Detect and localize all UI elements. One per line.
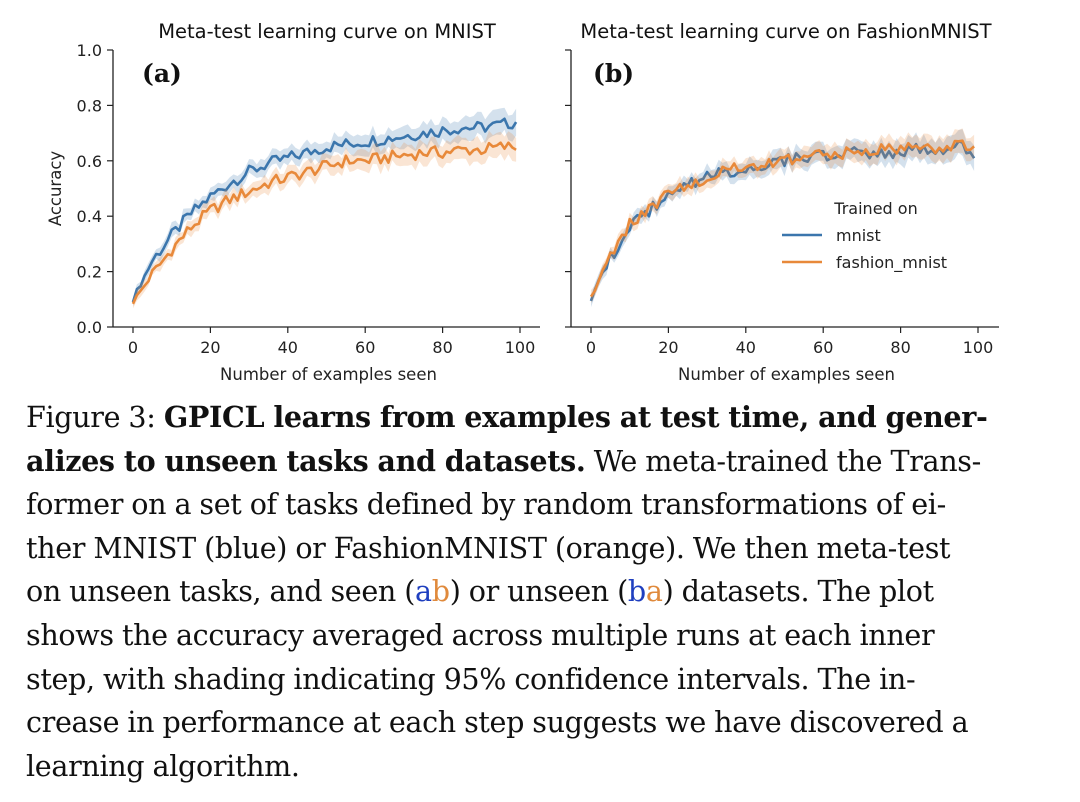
x-tick-label: 60	[813, 338, 833, 357]
caption-line: former on a set of tasks defined by rand…	[26, 483, 1056, 527]
series-line-fashion_mnist	[131, 141, 517, 305]
chart-title: Meta-test learning curve on FashionMNIST	[580, 20, 991, 43]
legend: Trained on mnist fashion_mnist	[782, 199, 947, 273]
caption-text: ) or unseen (	[449, 574, 629, 609]
x-tick-label: 0	[586, 338, 596, 357]
panel-letter-a: (a)	[142, 59, 182, 88]
caption-text: Figure 3:	[26, 400, 164, 434]
x-tick-label: 60	[355, 338, 375, 357]
caption-text: We meta-trained the Trans-	[585, 443, 982, 478]
caption-bold-text: alizes to unseen tasks and datasets.	[26, 443, 586, 478]
x-tick-label: 80	[432, 338, 452, 357]
legend-label-fashion_mnist: fashion_mnist	[836, 253, 947, 273]
caption-text: ) datasets. The plot	[662, 574, 935, 609]
series-line-mnist	[131, 117, 518, 303]
caption-orange-letter: b	[431, 574, 450, 609]
y-tick-label: 1.0	[77, 41, 102, 60]
caption-line: Figure 3: GPICL learns from examples at …	[26, 396, 1056, 440]
caption-line: learning algorithm.	[26, 745, 1056, 789]
y-tick-label: 0.0	[77, 318, 102, 337]
caption-text: learning algorithm.	[26, 748, 300, 783]
y-axis-label: Accuracy	[46, 151, 65, 227]
x-axis-label: Number of examples seen	[678, 365, 895, 384]
x-tick-label: 20	[658, 338, 678, 357]
x-tick-label: 100	[963, 338, 994, 357]
caption-blue-letter: a	[415, 574, 432, 609]
caption-line: alizes to unseen tasks and datasets. We …	[26, 440, 1056, 484]
caption-line: step, with shading indicating 95% confid…	[26, 658, 1056, 702]
caption-text: shows the accuracy averaged across multi…	[26, 617, 935, 652]
caption-bold-text: GPICL learns from examples at test time,…	[163, 400, 988, 434]
x-tick-label: 80	[890, 338, 910, 357]
x-tick-label: 0	[128, 338, 138, 357]
series-line-fashion_mnist	[589, 139, 975, 298]
confidence-band-mnist	[133, 107, 517, 307]
figure-3-charts: Meta-test learning curve on MNIST 0.0 0.2 0…	[46, 20, 999, 384]
legend-label-mnist: mnist	[836, 226, 881, 245]
figure-caption: Figure 3: GPICL learns from examples at …	[26, 396, 1056, 788]
caption-text: ther MNIST (blue) or FashionMNIST (orang…	[26, 530, 951, 565]
y-tick-label: 0.6	[77, 152, 102, 171]
x-tick-label: 40	[278, 338, 298, 357]
x-tick-label: 40	[736, 338, 756, 357]
caption-line: ther MNIST (blue) or FashionMNIST (orang…	[26, 527, 1056, 571]
x-tick-label: 100	[505, 338, 536, 357]
caption-line: crease in performance at each step sugge…	[26, 701, 1056, 745]
caption-line: shows the accuracy averaged across multi…	[26, 614, 1056, 658]
caption-text: step, with shading indicating 95% confid…	[26, 661, 916, 696]
chart-panel-a: Meta-test learning curve on MNIST 0.0 0.2 0…	[46, 20, 540, 384]
legend-title: Trained on	[833, 199, 917, 218]
chart-panel-b: Meta-test learning curve on FashionMNIST…	[565, 20, 999, 384]
caption-orange-letter: a	[645, 574, 663, 609]
caption-text: on unseen tasks, and seen (	[26, 574, 416, 609]
caption-blue-letter: b	[627, 574, 646, 609]
y-tick-label: 0.2	[77, 263, 102, 282]
y-tick-label: 0.4	[77, 207, 102, 226]
caption-line: on unseen tasks, and seen (ab) or unseen…	[26, 570, 1056, 614]
caption-text: crease in performance at each step sugge…	[26, 705, 969, 740]
confidence-band-fashion_mnist	[591, 128, 975, 304]
chart-title: Meta-test learning curve on MNIST	[158, 20, 496, 43]
panel-letter-b: (b)	[593, 59, 634, 88]
y-tick-label: 0.8	[77, 96, 102, 115]
x-tick-label: 20	[200, 338, 220, 357]
caption-text: former on a set of tasks defined by rand…	[26, 487, 946, 522]
x-axis-label: Number of examples seen	[220, 365, 437, 384]
